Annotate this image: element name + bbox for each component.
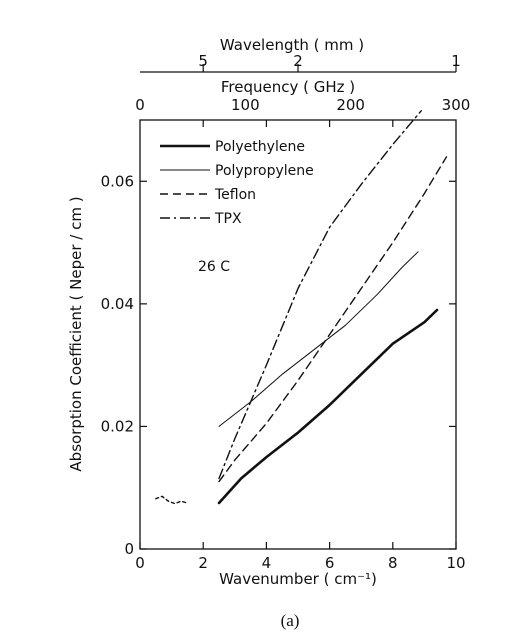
- y-axis: 0 0.02 0.04 0.06: [101, 172, 456, 558]
- plot-frame: [139, 119, 457, 550]
- legend-label-teflon: Teflon: [214, 187, 256, 203]
- legend: Polyethylene Polypropylene Teflon TPX: [160, 139, 314, 227]
- x-tick-label: 10: [446, 554, 465, 572]
- frequency-tick-label: 0: [135, 96, 145, 114]
- x-axis: 0 2 4 6 8 10: [135, 120, 466, 572]
- series-layer: [155, 110, 448, 505]
- temperature-annotation: 26 C: [198, 259, 230, 275]
- wavelength-tick-label: 2: [293, 52, 303, 70]
- y-tick-label: 0.04: [101, 295, 134, 313]
- wavelength-tick-label: 5: [198, 52, 208, 70]
- wavelength-axis-label: Wavelength ( mm ): [220, 36, 364, 54]
- frequency-axis-label: Frequency ( GHz ): [221, 78, 355, 96]
- x-tick-label: 4: [262, 554, 272, 572]
- x-tick-label: 6: [325, 554, 335, 572]
- wavelength-tick-label: 1: [451, 52, 461, 70]
- x-tick-label: 2: [198, 554, 208, 572]
- series-line-teflon: [218, 156, 448, 483]
- x-axis-label: Wavenumber ( cm⁻¹): [219, 570, 377, 588]
- y-tick-label: 0.02: [101, 417, 134, 435]
- series-line-tpx: [218, 110, 422, 480]
- frequency-tick-label: 100: [231, 96, 260, 114]
- frequency-axis: Frequency ( GHz ) 0 100 200 300: [135, 78, 470, 114]
- x-tick-label: 0: [135, 554, 145, 572]
- series-line-polyethylene: [217, 308, 439, 505]
- x-tick-label: 8: [388, 554, 398, 572]
- series-line-low-frequency-data: [155, 495, 189, 505]
- legend-label-polyethylene: Polyethylene: [215, 139, 305, 155]
- figure-caption: (a): [281, 611, 300, 630]
- legend-label-polypropylene: Polypropylene: [215, 163, 314, 179]
- y-tick-label: 0.06: [101, 172, 134, 190]
- legend-label-tpx: TPX: [214, 211, 242, 227]
- wavelength-axis: Wavelength ( mm ) 5 2 1: [140, 36, 461, 73]
- y-tick-label: 0: [124, 540, 134, 558]
- y-axis-label: Absorption Coefficient ( Neper / cm ): [67, 196, 85, 471]
- series-line-polypropylene: [218, 251, 419, 427]
- frequency-tick-label: 200: [336, 96, 365, 114]
- frequency-tick-label: 300: [442, 96, 471, 114]
